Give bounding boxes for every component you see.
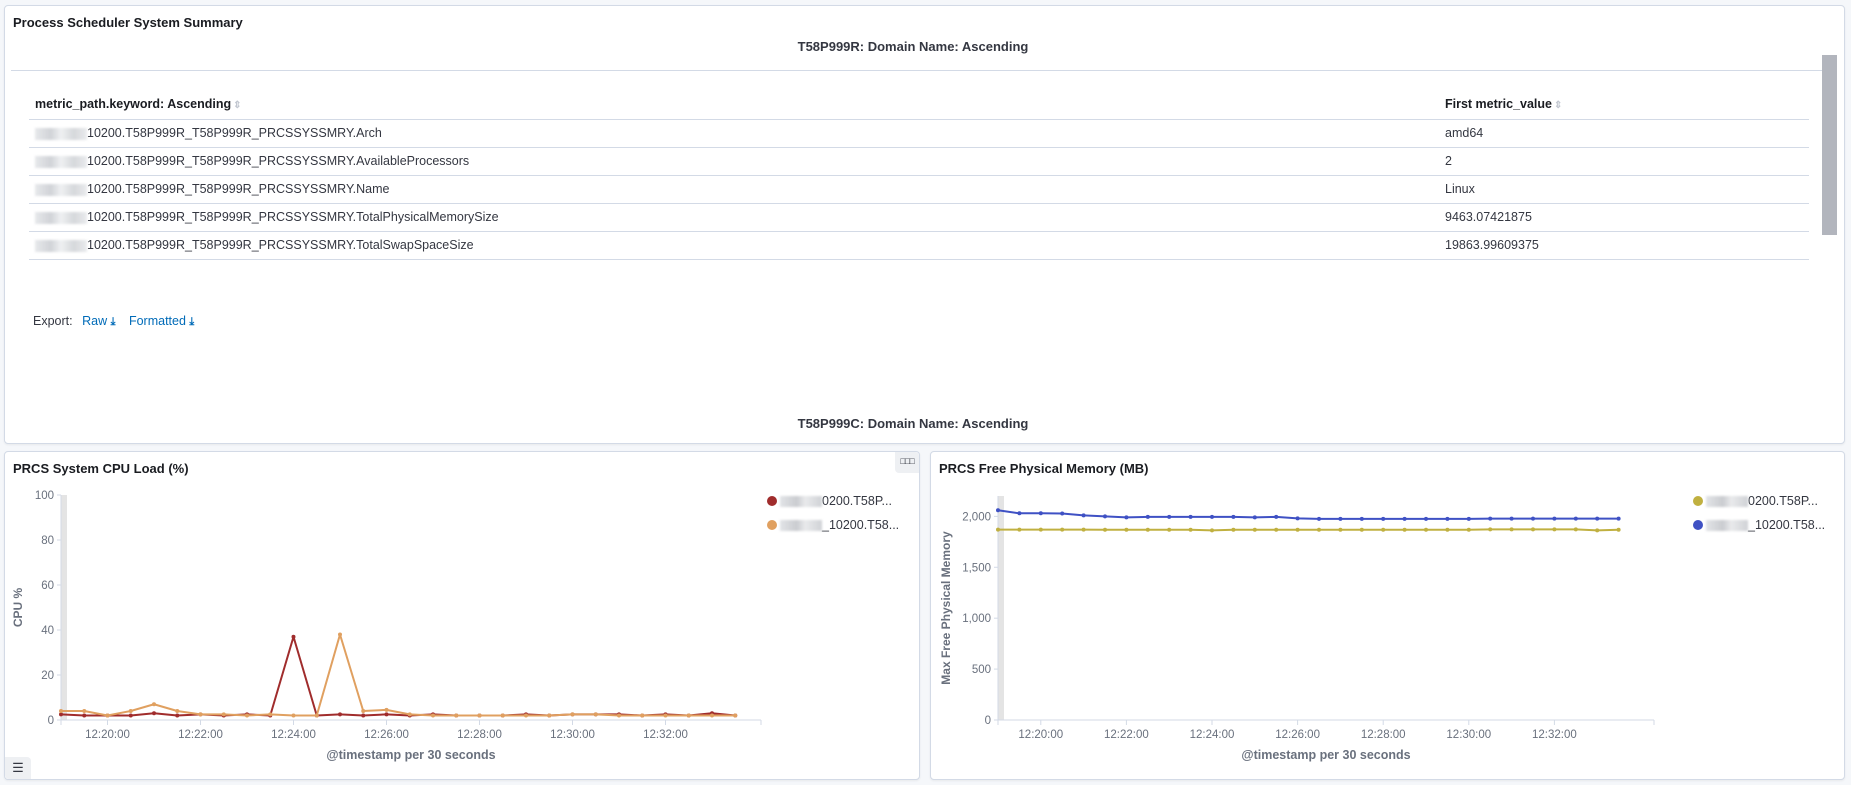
metric-path-cell: 10200.T58P999R_T58P999R_PRCSSYSSMRY.Name: [29, 175, 1439, 204]
column-header-first-value[interactable]: First metric_value ⇕: [1439, 89, 1809, 120]
svg-text:12:24:00: 12:24:00: [1190, 729, 1235, 741]
table-row: 10200.T58P999R_T58P999R_PRCSSYSSMRY.Arch…: [29, 119, 1809, 148]
redacted-prefix: [780, 519, 822, 531]
domain-title-c: T58P999C: Domain Name: Ascending: [797, 416, 1029, 431]
table-row: 10200.T58P999R_T58P999R_PRCSSYSSMRY.Avai…: [29, 147, 1809, 176]
svg-text:Max Free Physical Memory: Max Free Physical Memory: [939, 531, 953, 685]
svg-text:100: 100: [35, 490, 54, 502]
metric-value-cell: Linux: [1439, 175, 1809, 204]
svg-text:20: 20: [41, 670, 54, 682]
column-header-metric-path[interactable]: metric_path.keyword: Ascending ⇕: [29, 89, 1439, 120]
panel-title: PRCS Free Physical Memory (MB): [939, 461, 1149, 476]
redacted-prefix: [35, 239, 87, 252]
export-raw-link[interactable]: Raw ⤓: [82, 314, 116, 328]
system-summary-panel: Process Scheduler System Summary T58P999…: [4, 5, 1845, 444]
legend-color-dot: [767, 496, 777, 506]
free-memory-panel: PRCS Free Physical Memory (MB) 0 500 1,000…: [930, 451, 1845, 780]
download-icon: ⤓: [110, 316, 116, 328]
panel-title: Process Scheduler System Summary: [13, 15, 243, 30]
svg-text:500: 500: [972, 664, 991, 676]
svg-text:CPU %: CPU %: [11, 588, 25, 628]
legend-item[interactable]: _10200.T58...: [1693, 513, 1825, 537]
legend-item[interactable]: 0200.T58P...: [1693, 489, 1825, 513]
sort-icon[interactable]: ⇕: [233, 99, 242, 111]
metric-value-cell: amd64: [1439, 119, 1809, 148]
memory-legend: 0200.T58P... _10200.T58...: [1693, 489, 1825, 537]
table-row: 10200.T58P999R_T58P999R_PRCSSYSSMRY.Tota…: [29, 203, 1809, 232]
redacted-prefix: [35, 211, 87, 224]
svg-text:12:32:00: 12:32:00: [643, 729, 688, 741]
metric-value-cell: 2: [1439, 147, 1809, 176]
memory-line-chart: 0 500 1,000 1,500 2,000 12:20:00 12:22:00 12:24…: [939, 496, 1655, 762]
svg-text:12:26:00: 12:26:00: [364, 729, 409, 741]
metric-path-cell: 10200.T58P999R_T58P999R_PRCSSYSSMRY.Tota…: [29, 231, 1439, 260]
svg-text:60: 60: [41, 580, 54, 592]
svg-text:0: 0: [985, 715, 991, 727]
panel-options-button[interactable]: □□□: [895, 452, 919, 473]
table-row: 10200.T58P999R_T58P999R_PRCSSYSSMRY.Name…: [29, 175, 1809, 204]
cpu-load-panel: PRCS System CPU Load (%) □□□ 0 20 40 60 80 10…: [4, 451, 920, 780]
sort-icon[interactable]: ⇕: [1554, 99, 1563, 111]
svg-text:12:28:00: 12:28:00: [1361, 729, 1406, 741]
svg-text:12:20:00: 12:20:00: [1018, 729, 1063, 741]
legend-color-dot: [1693, 496, 1703, 506]
svg-text:0: 0: [48, 715, 54, 727]
metric-path-cell: 10200.T58P999R_T58P999R_PRCSSYSSMRY.Arch: [29, 119, 1439, 148]
legend-item[interactable]: 0200.T58P...: [767, 489, 899, 513]
svg-text:1,000: 1,000: [962, 613, 991, 625]
legend-item[interactable]: _10200.T58...: [767, 513, 899, 537]
redacted-prefix: [1706, 495, 1748, 507]
svg-text:80: 80: [41, 535, 54, 547]
svg-text:40: 40: [41, 625, 54, 637]
metrics-table: metric_path.keyword: Ascending ⇕ First me…: [29, 89, 1809, 260]
redacted-prefix: [35, 127, 87, 140]
svg-text:12:24:00: 12:24:00: [271, 729, 316, 741]
redacted-prefix: [35, 183, 87, 196]
svg-text:12:22:00: 12:22:00: [178, 729, 223, 741]
panel-title: PRCS System CPU Load (%): [13, 461, 189, 476]
svg-text:12:22:00: 12:22:00: [1104, 729, 1149, 741]
domain-title-r: T58P999R: Domain Name: Ascending: [797, 39, 1029, 54]
svg-text:1,500: 1,500: [962, 562, 991, 574]
metric-value-cell: 9463.07421875: [1439, 203, 1809, 232]
legend-color-dot: [767, 520, 777, 530]
metric-value-cell: 19863.99609375: [1439, 231, 1809, 260]
svg-text:12:30:00: 12:30:00: [550, 729, 595, 741]
export-bar: Export: Raw ⤓ Formatted ⤓: [33, 314, 195, 328]
metric-path-cell: 10200.T58P999R_T58P999R_PRCSSYSSMRY.Tota…: [29, 203, 1439, 232]
scrollbar[interactable]: [1822, 55, 1837, 235]
table-row: 10200.T58P999R_T58P999R_PRCSSYSSMRY.Tota…: [29, 231, 1809, 260]
export-formatted-link[interactable]: Formatted ⤓: [128, 314, 195, 328]
svg-text:12:26:00: 12:26:00: [1275, 729, 1320, 741]
divider: [11, 70, 1823, 71]
cpu-line-chart: 0 20 40 60 80 100 12:20:00 12:22:00 12:24:00 12:2…: [11, 490, 762, 762]
svg-text:12:28:00: 12:28:00: [457, 729, 502, 741]
cpu-legend: 0200.T58P... _10200.T58...: [767, 489, 899, 537]
svg-text:@timestamp per 30 seconds: @timestamp per 30 seconds: [326, 748, 495, 762]
redacted-prefix: [35, 155, 87, 168]
download-icon: ⤓: [189, 316, 195, 328]
legend-toggle-button[interactable]: ☰: [5, 757, 31, 779]
redacted-prefix: [780, 495, 822, 507]
metric-path-cell: 10200.T58P999R_T58P999R_PRCSSYSSMRY.Avai…: [29, 147, 1439, 176]
svg-text:12:32:00: 12:32:00: [1532, 729, 1577, 741]
svg-text:12:20:00: 12:20:00: [85, 729, 130, 741]
legend-color-dot: [1693, 520, 1703, 530]
svg-text:12:30:00: 12:30:00: [1446, 729, 1491, 741]
svg-text:@timestamp per 30 seconds: @timestamp per 30 seconds: [1241, 748, 1410, 762]
redacted-prefix: [1706, 519, 1748, 531]
svg-text:2,000: 2,000: [962, 511, 991, 523]
